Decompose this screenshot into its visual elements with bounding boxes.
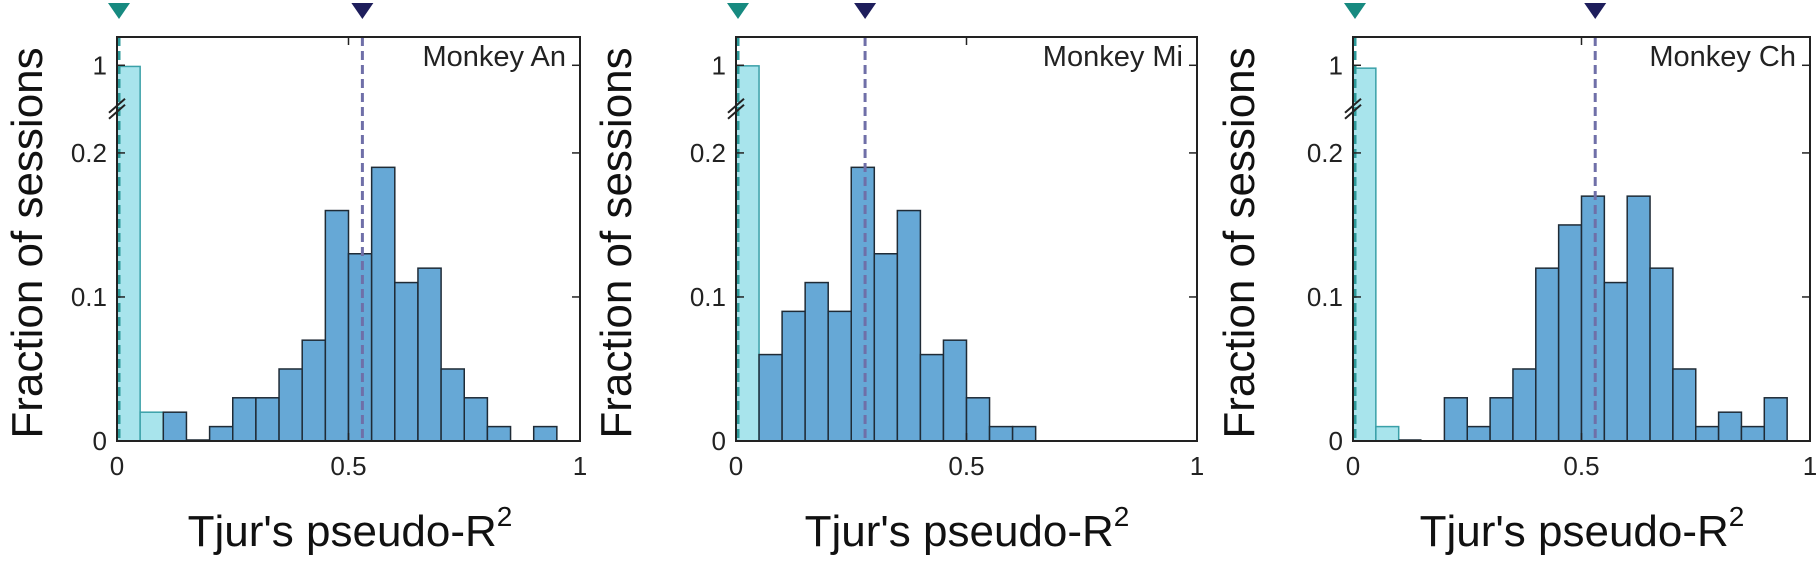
histogram-bar xyxy=(988,425,1014,442)
y-tick-label: 0.2 xyxy=(690,138,726,168)
histogram-bar xyxy=(873,253,899,442)
histogram-bar xyxy=(1626,195,1651,442)
x-tick-label: 0 xyxy=(1346,451,1360,481)
histogram-bar xyxy=(1466,425,1491,442)
histogram-bar xyxy=(804,281,829,442)
histogram-bar xyxy=(758,353,783,442)
y-tick-label: 0.1 xyxy=(1307,282,1343,312)
x-tick-label: 0 xyxy=(729,451,743,481)
x-axis-title: Tjur's pseudo-R2 xyxy=(188,501,513,556)
histogram-bar xyxy=(942,339,968,442)
x-tick-label: 1 xyxy=(573,451,587,481)
histogram-bar xyxy=(162,411,188,442)
axis-break-mark xyxy=(1344,97,1362,114)
histogram-bar xyxy=(919,353,945,442)
histogram-bar xyxy=(1695,425,1720,442)
y-tick-label: 1 xyxy=(1329,50,1343,80)
x-axis-title-superscript: 2 xyxy=(1114,501,1130,532)
y-axis-title: Fraction of sessions xyxy=(3,47,52,438)
x-tick-label: 1 xyxy=(1190,451,1204,481)
histogram-bar xyxy=(1717,411,1743,442)
histogram-bar xyxy=(532,425,558,442)
shuffle-median-marker xyxy=(727,3,749,19)
histogram-bar xyxy=(232,397,257,442)
histogram-bar xyxy=(1603,281,1628,442)
histogram-bar xyxy=(301,339,327,442)
x-axis-title-superscript: 2 xyxy=(497,501,513,532)
y-tick-label: 0.2 xyxy=(1307,138,1343,168)
histogram-bar xyxy=(1649,267,1674,442)
histogram-bar xyxy=(324,209,350,442)
x-axis-title-text: Tjur's pseudo-R xyxy=(1420,507,1729,556)
median-marker xyxy=(1584,3,1607,19)
axis-break-mark xyxy=(727,97,745,114)
x-tick-label: 1 xyxy=(1803,451,1816,481)
x-axis-title-superscript: 2 xyxy=(1729,501,1745,532)
median-marker xyxy=(351,3,374,19)
histogram-bar xyxy=(394,281,419,442)
histogram-bar xyxy=(896,209,922,442)
histogram-bar xyxy=(1489,397,1514,442)
histogram-bar xyxy=(417,267,442,442)
histogram-bar xyxy=(370,166,396,442)
panel-label: Monkey An xyxy=(423,41,566,73)
axis-break-mark xyxy=(1344,103,1362,120)
y-axis-title: Fraction of sessions xyxy=(1215,47,1264,438)
axis-break-mark xyxy=(108,103,126,120)
panel-label: Monkey Mi xyxy=(1043,41,1183,73)
shuffle-bar xyxy=(139,411,165,442)
axis-break-mark xyxy=(727,103,745,120)
median-marker xyxy=(854,3,877,19)
panel-3: 0 0.5 1 0 0.1 0.2 1 Monkey Ch Tjur's pseudo-R2 Fr… xyxy=(1215,3,1816,556)
histogram-bar xyxy=(1535,267,1560,442)
panel-2: 0 0.5 1 0 0.1 0.2 1 Monkey Mi Tjur's pseudo-R2 Fr… xyxy=(592,3,1204,556)
y-tick-label: 0.1 xyxy=(71,282,107,312)
histogram-bar xyxy=(440,368,466,442)
histogram-bar xyxy=(486,425,512,442)
histogram-bar xyxy=(463,397,489,442)
y-tick-label: 0.1 xyxy=(690,282,726,312)
histogram-bar xyxy=(1512,368,1537,442)
y-tick-label: 0 xyxy=(1329,426,1343,456)
y-tick-label: 1 xyxy=(712,50,726,80)
axis-break-mark xyxy=(108,97,126,114)
x-tick-label: 0.5 xyxy=(330,451,366,481)
x-axis-title-text: Tjur's pseudo-R xyxy=(805,507,1114,556)
y-tick-label: 0.2 xyxy=(71,138,107,168)
panel-1: 0 0.5 1 0 0.1 0.2 1 Monkey An Tjur's pseudo-R2 Fr… xyxy=(3,3,587,556)
histogram-bar xyxy=(781,310,806,442)
histogram-bar xyxy=(1740,425,1766,442)
shuffle-median-marker xyxy=(1344,3,1366,19)
x-axis-title: Tjur's pseudo-R2 xyxy=(805,501,1130,556)
histogram-bar xyxy=(255,397,280,442)
y-tick-label: 0 xyxy=(712,426,726,456)
shuffle-median-marker xyxy=(108,3,130,19)
x-axis-title-text: Tjur's pseudo-R xyxy=(188,507,497,556)
histogram-bar xyxy=(347,253,373,442)
y-tick-label: 0 xyxy=(93,426,107,456)
histogram-bar xyxy=(278,368,303,442)
histogram-bar xyxy=(1580,195,1606,442)
histogram-bar xyxy=(965,397,991,442)
x-tick-label: 0.5 xyxy=(948,451,984,481)
x-tick-label: 0.5 xyxy=(1563,451,1599,481)
histogram-bar xyxy=(827,310,853,442)
panel-label: Monkey Ch xyxy=(1649,41,1796,73)
histogram-bar xyxy=(1672,368,1697,442)
histogram-bar xyxy=(1011,425,1037,442)
x-tick-label: 0 xyxy=(110,451,124,481)
histogram-bar xyxy=(1763,397,1788,442)
x-axis-title: Tjur's pseudo-R2 xyxy=(1420,501,1745,556)
y-axis-title: Fraction of sessions xyxy=(592,47,641,438)
histogram-bar xyxy=(850,166,876,442)
histogram-bar xyxy=(1443,397,1469,442)
y-tick-label: 1 xyxy=(93,50,107,80)
shuffle-bar xyxy=(1375,425,1400,442)
histogram-bar xyxy=(1557,224,1583,442)
histogram-bar xyxy=(208,425,234,442)
